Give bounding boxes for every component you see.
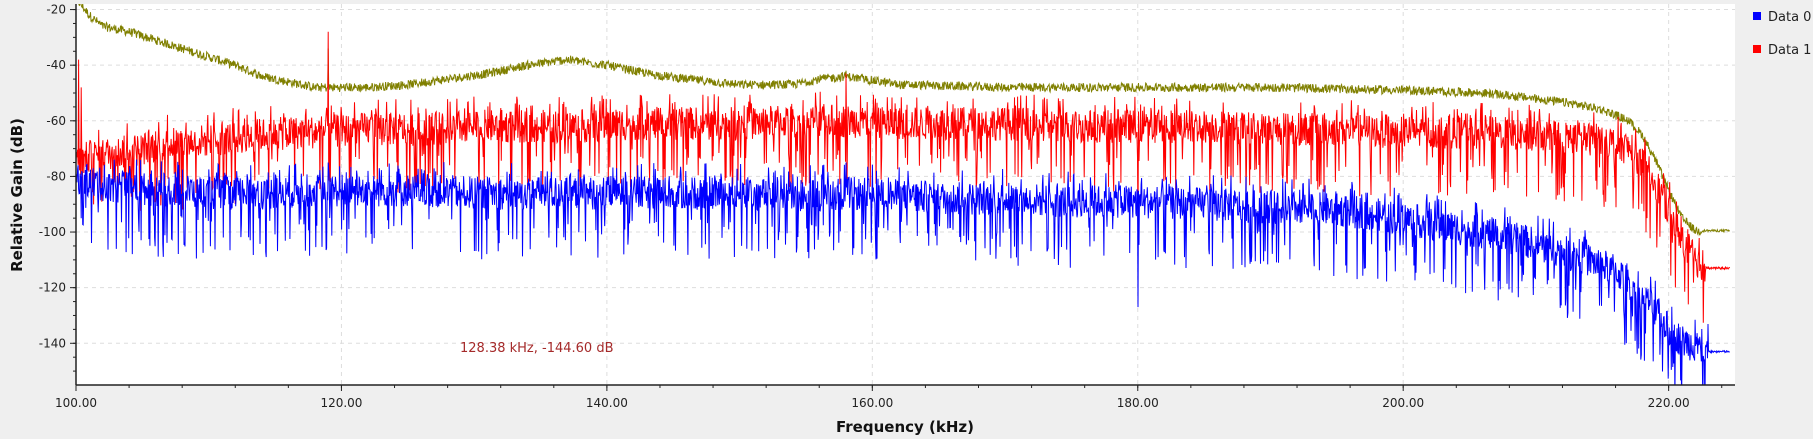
series-line-data-0 [76, 159, 1730, 385]
x-axis-ticks: 100.00 120.00 140.00 160.00 180.00 200.00 220.… [55, 385, 1723, 410]
series-group [76, 4, 1731, 385]
y-axis-title: Relative Gain (dB) [8, 118, 26, 272]
y-tick-label: -60 [46, 114, 66, 128]
series-line-unnamed [78, 4, 1730, 237]
x-tick-label: 100.00 [55, 396, 97, 410]
y-tick-label: -20 [46, 3, 66, 17]
legend-label: Data 0 [1768, 10, 1811, 25]
y-tick-label: -140 [39, 336, 66, 350]
y-tick-label: -120 [39, 281, 66, 295]
y-tick-label: -100 [39, 225, 66, 239]
y-tick-label: -40 [46, 58, 66, 72]
x-axis-title: Frequency (kHz) [836, 418, 974, 436]
x-tick-label: 120.00 [320, 396, 362, 410]
x-tick-label: 180.00 [1117, 396, 1159, 410]
legend-swatch [1753, 45, 1761, 53]
x-tick-label: 140.00 [586, 396, 628, 410]
legend: Data 0 Data 1 [1753, 10, 1811, 58]
x-tick-label: 220.00 [1648, 396, 1690, 410]
y-tick-label: -80 [46, 169, 66, 183]
series-line-data-1 [76, 31, 1731, 323]
x-tick-label: 200.00 [1382, 396, 1424, 410]
legend-swatch [1753, 12, 1761, 20]
legend-label: Data 1 [1768, 43, 1811, 58]
y-axis-ticks: -20 -40 -60 -80 -100 -120 -140 [39, 3, 76, 372]
cursor-readout: 128.38 kHz, -144.60 dB [460, 341, 614, 356]
x-tick-label: 160.00 [851, 396, 893, 410]
